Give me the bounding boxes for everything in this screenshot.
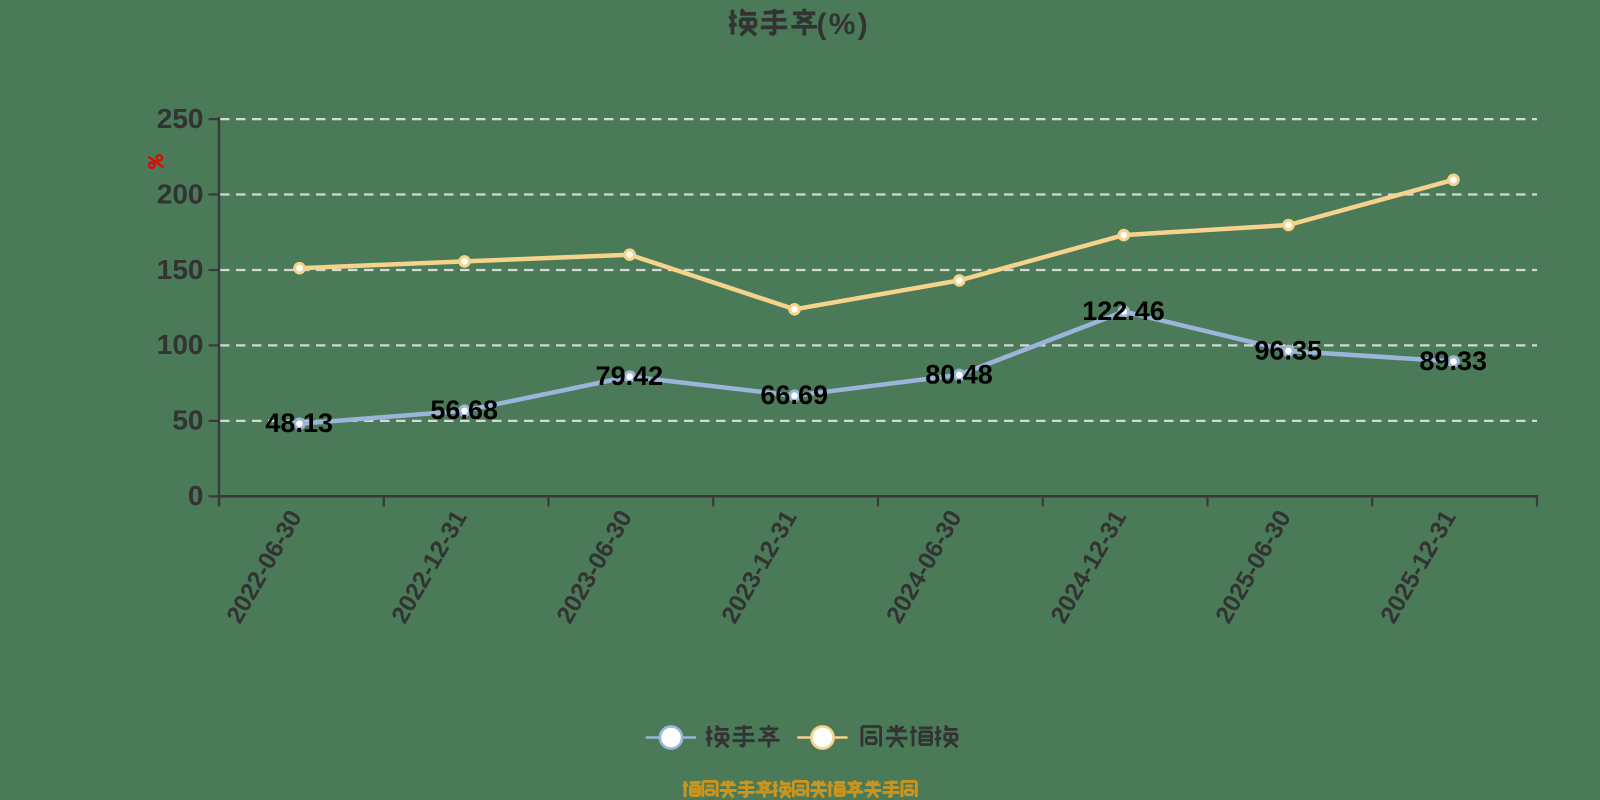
svg-text:50: 50 — [172, 405, 203, 436]
svg-text:48.13: 48.13 — [265, 408, 333, 438]
svg-text:200: 200 — [157, 178, 204, 209]
svg-text:96.35: 96.35 — [1254, 335, 1322, 365]
svg-text:122.46: 122.46 — [1082, 296, 1165, 326]
svg-text:66.69: 66.69 — [760, 380, 828, 410]
svg-text:0: 0 — [188, 480, 204, 511]
svg-text:56.68: 56.68 — [430, 395, 498, 425]
svg-text:89.33: 89.33 — [1419, 346, 1487, 376]
svg-text:80.48: 80.48 — [925, 359, 993, 389]
svg-text:150: 150 — [157, 254, 204, 285]
svg-text:100: 100 — [157, 329, 204, 360]
svg-text:79.42: 79.42 — [596, 361, 664, 391]
svg-text:250: 250 — [157, 103, 204, 134]
svg-text:(%): (%) — [817, 8, 870, 41]
